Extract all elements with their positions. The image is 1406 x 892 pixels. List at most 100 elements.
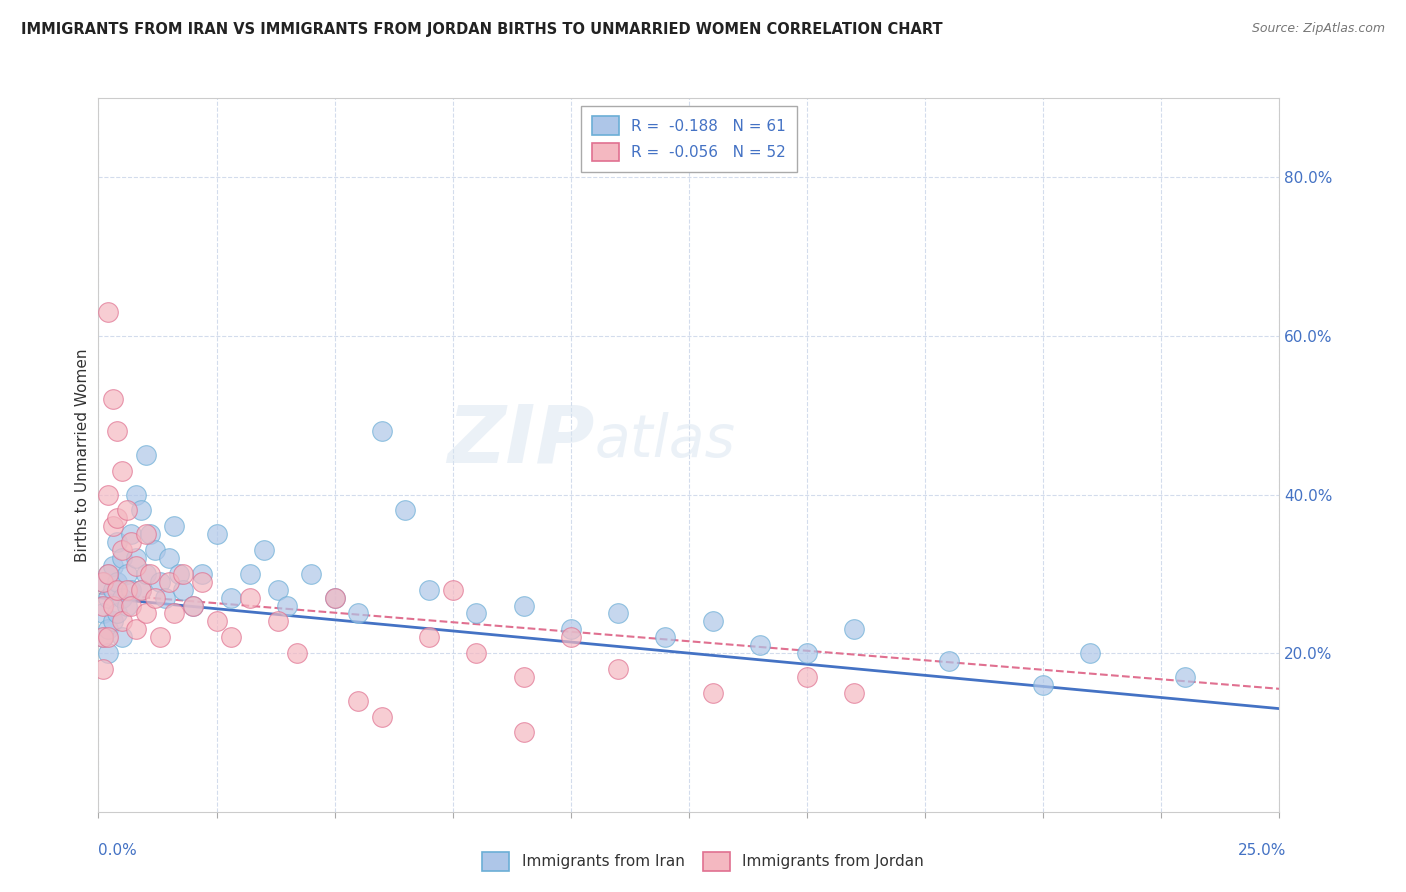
Point [157,574,180,589]
Point [143,591,166,605]
Point [157,551,180,566]
Point [129,582,152,597]
Point [748,638,770,652]
Point [394,503,416,517]
Point [91,607,114,621]
Point [465,646,488,660]
Point [91,599,114,613]
Point [105,582,128,597]
Point [105,535,128,549]
Point [111,551,134,566]
Point [371,424,394,438]
Point [105,607,128,621]
Point [654,630,676,644]
Point [101,582,124,597]
Point [125,623,148,637]
Point [143,543,166,558]
Point [172,582,194,597]
Point [191,574,214,589]
Point [938,654,960,668]
Point [105,424,128,438]
Point [97,630,120,644]
Point [135,607,157,621]
Point [418,582,440,597]
Legend: Immigrants from Iran, Immigrants from Jordan: Immigrants from Iran, Immigrants from Jo… [472,843,934,880]
Point [121,582,143,597]
Point [172,566,194,581]
Point [560,630,582,644]
Point [796,646,818,660]
Point [512,670,534,684]
Point [135,566,157,581]
Point [512,725,534,739]
Point [702,615,724,629]
Point [115,566,138,581]
Point [163,519,186,533]
Text: 0.0%: 0.0% [98,843,138,858]
Point [101,519,124,533]
Point [125,558,148,573]
Point [1174,670,1197,684]
Point [91,574,114,589]
Point [239,566,262,581]
Point [347,694,370,708]
Point [219,630,242,644]
Point [607,607,630,621]
Point [135,448,157,462]
Point [191,566,214,581]
Point [205,615,228,629]
Point [796,670,818,684]
Point [97,305,120,319]
Point [219,591,242,605]
Point [323,591,346,605]
Text: ZIP: ZIP [447,401,595,480]
Point [115,503,138,517]
Point [181,599,204,613]
Point [91,574,114,589]
Point [347,607,370,621]
Point [441,582,464,597]
Point [111,615,134,629]
Point [111,630,134,644]
Text: Source: ZipAtlas.com: Source: ZipAtlas.com [1251,22,1385,36]
Point [121,599,143,613]
Point [1080,646,1102,660]
Point [115,582,138,597]
Point [105,511,128,525]
Y-axis label: Births to Unmarried Women: Births to Unmarried Women [75,348,90,562]
Point [111,543,134,558]
Point [181,599,204,613]
Point [167,566,190,581]
Point [253,543,276,558]
Legend: R =  -0.188   N = 61, R =  -0.056   N = 52: R = -0.188 N = 61, R = -0.056 N = 52 [581,106,797,172]
Point [91,662,114,676]
Point [205,527,228,541]
Text: IMMIGRANTS FROM IRAN VS IMMIGRANTS FROM JORDAN BIRTHS TO UNMARRIED WOMEN CORRELA: IMMIGRANTS FROM IRAN VS IMMIGRANTS FROM … [21,22,942,37]
Point [512,599,534,613]
Point [91,630,114,644]
Point [101,392,124,407]
Point [1032,678,1054,692]
Point [115,599,138,613]
Point [465,607,488,621]
Point [702,686,724,700]
Point [129,582,152,597]
Point [323,591,346,605]
Point [276,599,298,613]
Point [91,630,114,644]
Point [418,630,440,644]
Point [101,615,124,629]
Point [121,527,143,541]
Point [111,464,134,478]
Point [163,607,186,621]
Point [267,582,290,597]
Point [135,527,157,541]
Point [125,487,148,501]
Point [101,599,124,613]
Point [121,535,143,549]
Point [97,487,120,501]
Point [129,503,152,517]
Point [149,630,172,644]
Point [239,591,262,605]
Point [560,623,582,637]
